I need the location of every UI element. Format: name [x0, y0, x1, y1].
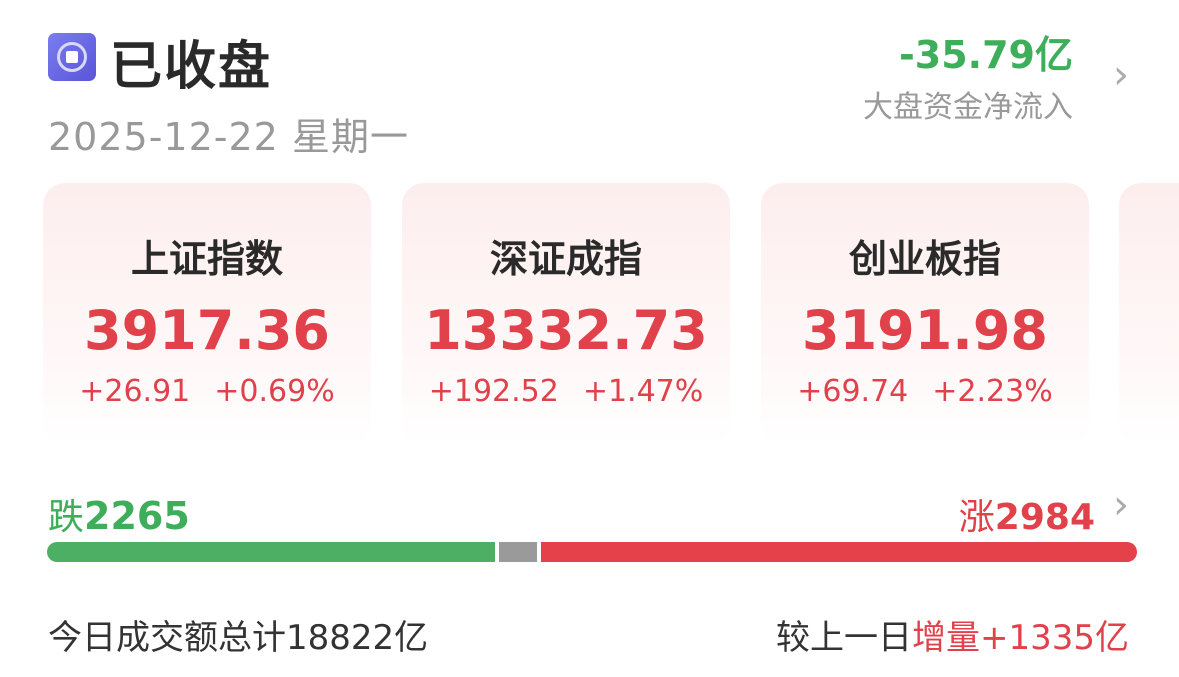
fall-label: 跌	[48, 497, 85, 538]
turnover-label: 今日成交额总计	[48, 618, 286, 658]
market-status: 已收盘	[110, 37, 273, 97]
index-change: +26.91	[79, 374, 191, 409]
index-card-partial[interactable]	[1119, 183, 1179, 445]
chevron-right-icon[interactable]: ›	[1113, 482, 1129, 528]
change-label: 增量	[911, 618, 980, 658]
trade-date: 2025-12-22 星期一	[48, 106, 409, 161]
flat-segment	[498, 542, 537, 562]
index-change: +192.52	[428, 374, 559, 409]
rise-label: 涨	[958, 497, 995, 538]
index-name: 上证指数	[130, 237, 283, 281]
fund-flow-value[interactable]: -35.79亿	[899, 33, 1073, 77]
index-name: 深证成指	[489, 237, 642, 281]
index-pct: +2.23%	[932, 374, 1053, 409]
turnover-total: 今日成交额总计18822亿	[48, 610, 428, 659]
fund-flow-label[interactable]: 大盘资金净流入	[863, 90, 1073, 125]
index-change: +69.74	[797, 374, 909, 409]
index-price: 3917.36	[84, 299, 330, 362]
rise-value: 2984	[994, 497, 1095, 538]
index-card-cyb[interactable]: 创业板指 3191.98 +69.74 +2.23%	[761, 183, 1089, 445]
fall-count: 跌2265	[48, 488, 190, 540]
index-pct: +1.47%	[582, 374, 704, 409]
index-price: 13332.73	[424, 299, 708, 362]
turnover-compare: 较上一日增量+1335亿	[776, 610, 1129, 659]
index-pct: +0.69%	[214, 374, 335, 409]
index-price: 3191.98	[802, 299, 1048, 362]
turnover-value: 18822亿	[286, 618, 429, 658]
change-value: +1335亿	[979, 618, 1129, 658]
weekday-text: 星期一	[291, 115, 409, 159]
breadth-bar	[47, 542, 1138, 562]
compare-label: 较上一日	[775, 618, 912, 658]
rise-count[interactable]: 涨2984	[959, 488, 1095, 540]
stop-circle-icon	[48, 33, 96, 81]
chevron-right-icon[interactable]: ›	[1113, 52, 1129, 98]
index-card-sh[interactable]: 上证指数 3917.36 +26.91 +0.69%	[43, 183, 371, 445]
date-text: 2025-12-22	[48, 115, 279, 159]
fall-value: 2265	[84, 494, 190, 538]
fall-segment	[47, 542, 495, 562]
index-card-sz[interactable]: 深证成指 13332.73 +192.52 +1.47%	[402, 183, 730, 445]
rise-segment	[540, 542, 1138, 562]
index-name: 创业板指	[848, 237, 1001, 281]
